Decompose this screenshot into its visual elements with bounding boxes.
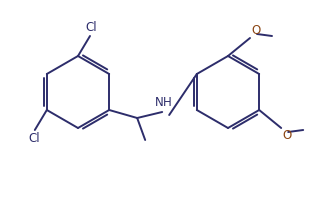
- Text: Cl: Cl: [28, 132, 40, 145]
- Text: O: O: [251, 24, 260, 37]
- Text: H: H: [163, 96, 171, 109]
- Text: N: N: [155, 96, 163, 109]
- Text: O: O: [282, 129, 291, 142]
- Text: Cl: Cl: [85, 21, 97, 34]
